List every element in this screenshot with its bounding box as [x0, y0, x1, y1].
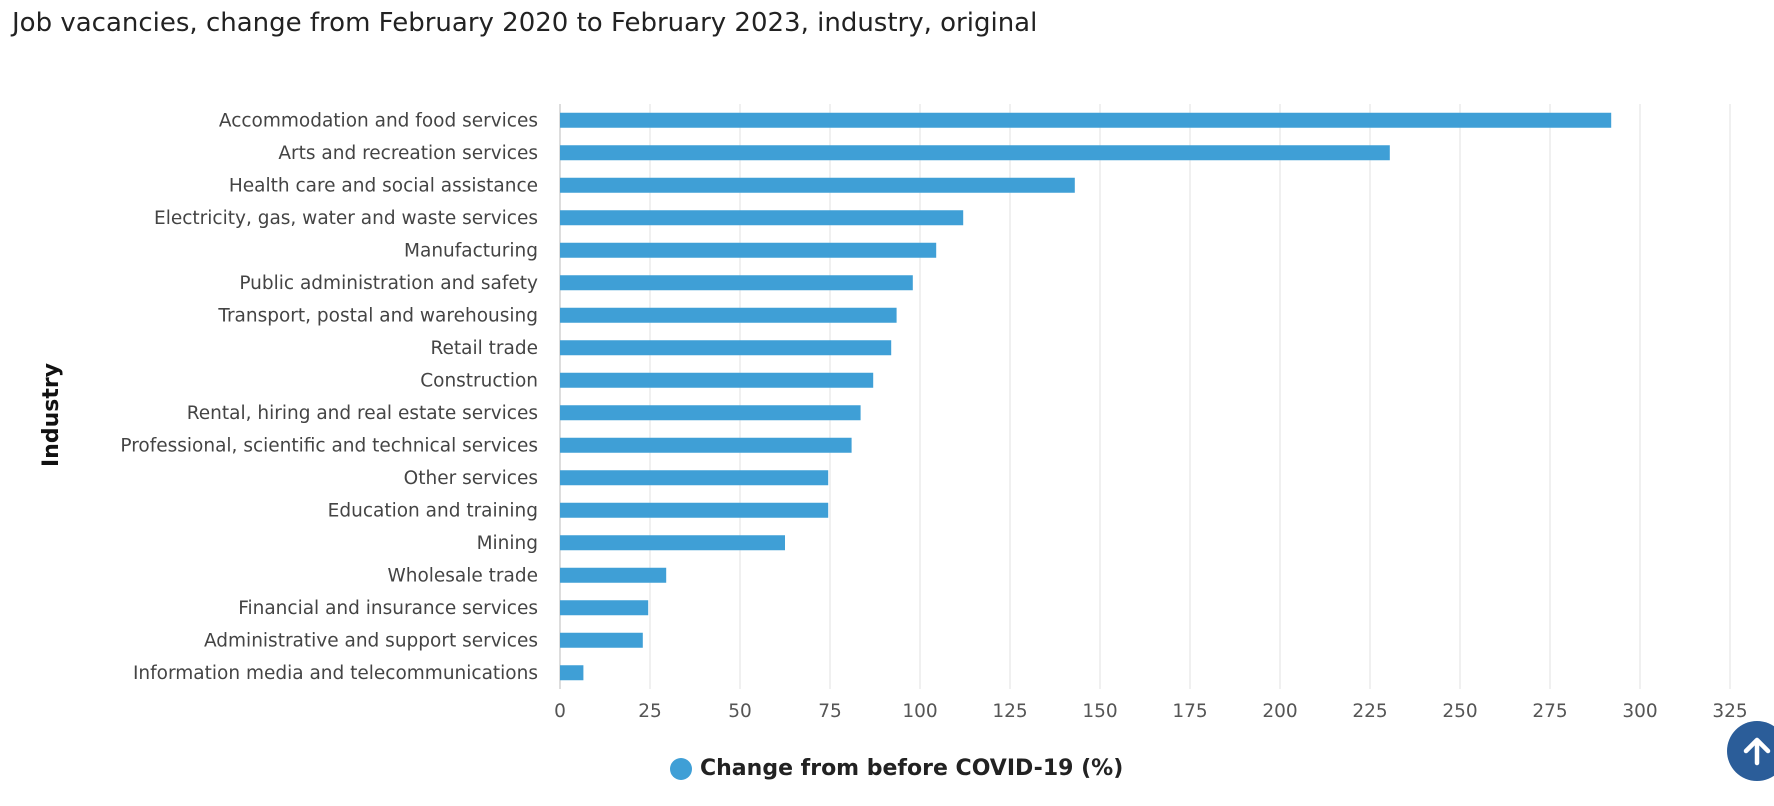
category-label: Accommodation and food services: [219, 110, 538, 131]
chart-title: Job vacancies, change from February 2020…: [12, 8, 1038, 38]
category-label: Arts and recreation services: [278, 143, 538, 164]
category-label: Retail trade: [431, 338, 538, 359]
bar[interactable]: [560, 600, 649, 616]
bar[interactable]: [560, 112, 1612, 128]
category-labels: Accommodation and food services Arts and …: [120, 110, 538, 684]
x-tick-label: 300: [1622, 701, 1657, 722]
x-tick-label: 75: [818, 701, 842, 722]
bar[interactable]: [560, 340, 892, 356]
bar[interactable]: [560, 665, 584, 681]
legend-swatch: [670, 757, 692, 780]
grid-lines: [559, 104, 1731, 689]
category-label: Professional, scientific and technical s…: [120, 435, 538, 456]
bar[interactable]: [560, 632, 643, 648]
bar[interactable]: [560, 145, 1390, 161]
x-tick-label: 275: [1532, 701, 1567, 722]
x-tick-label: 100: [902, 701, 937, 722]
x-tick-label: 200: [1262, 701, 1297, 722]
arrow-up-icon: [1743, 737, 1771, 766]
x-tick-label: 225: [1352, 701, 1387, 722]
x-tick-label: 250: [1442, 701, 1477, 722]
bar[interactable]: [560, 275, 913, 291]
bar[interactable]: [560, 470, 829, 486]
category-label: Rental, hiring and real estate services: [187, 403, 538, 424]
bar[interactable]: [560, 177, 1075, 193]
x-tick-label: 50: [728, 701, 752, 722]
bar[interactable]: [560, 242, 937, 258]
category-label: Financial and insurance services: [238, 598, 538, 619]
category-label: Wholesale trade: [387, 565, 538, 586]
bar[interactable]: [560, 502, 829, 518]
x-axis-ticks: 0 25 50 75 100 125 150 175 200 225 250 275 300 325: [554, 701, 1748, 722]
bar[interactable]: [560, 210, 964, 226]
category-label: Information media and telecommunications: [133, 663, 538, 684]
category-label: Administrative and support services: [204, 630, 538, 651]
category-label: Electricity, gas, water and waste servic…: [154, 208, 538, 229]
category-label: Education and training: [328, 500, 538, 521]
category-label: Mining: [477, 533, 538, 554]
bar[interactable]: [560, 405, 861, 421]
legend-label: Change from before COVID-19 (%): [700, 756, 1124, 781]
bar[interactable]: [560, 535, 785, 551]
category-label: Manufacturing: [404, 240, 538, 261]
bar[interactable]: [560, 307, 897, 323]
category-label: Transport, postal and warehousing: [217, 305, 538, 326]
x-tick-label: 175: [1172, 701, 1207, 722]
category-label: Other services: [404, 468, 538, 489]
legend[interactable]: Change from before COVID-19 (%): [670, 756, 1123, 781]
back-to-top-button[interactable]: [1727, 721, 1774, 781]
x-tick-label: 125: [992, 701, 1027, 722]
x-tick-label: 25: [638, 701, 662, 722]
x-tick-label: 0: [554, 701, 566, 722]
category-label: Construction: [420, 370, 538, 391]
x-tick-label: 325: [1712, 701, 1747, 722]
bar[interactable]: [560, 437, 852, 453]
y-axis-title: Industry: [39, 363, 64, 467]
bars: [560, 112, 1612, 681]
category-label: Public administration and safety: [239, 273, 538, 294]
bar[interactable]: [560, 567, 667, 583]
x-tick-label: 150: [1082, 701, 1117, 722]
bar[interactable]: [560, 372, 874, 388]
category-label: Health care and social assistance: [229, 175, 538, 196]
